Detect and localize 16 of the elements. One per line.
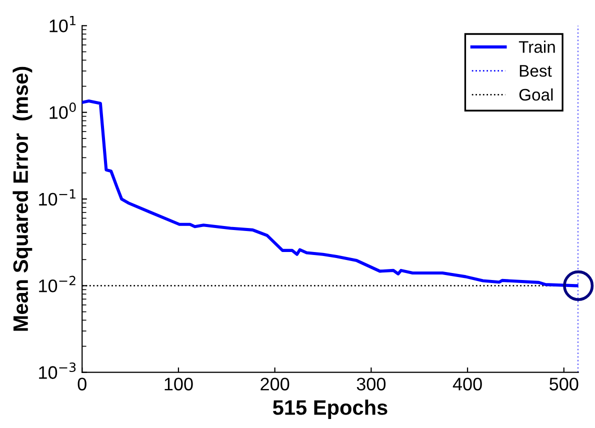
legend-label: Goal — [519, 88, 553, 101]
x-tick-label: 500 — [550, 378, 578, 390]
y-tick-label: 10$^{−1}$ — [39, 189, 76, 206]
x-tick-label: 300 — [356, 378, 386, 390]
x-tick-label: 100 — [164, 378, 193, 390]
y-tick-label: 10$^{−2}$ — [39, 276, 76, 292]
x-tick-label: 200 — [260, 378, 290, 390]
x-axis-title: 515 Epochs — [272, 400, 388, 420]
y-tick-label: 10$^{−3}$ — [39, 362, 76, 379]
x-tick-label: 400 — [452, 378, 482, 390]
y-tick-label: 10$^{0}$ — [50, 102, 76, 119]
legend-label: Train — [518, 40, 555, 53]
y-axis-title: Mean Squared Error (mse) — [12, 66, 32, 331]
x-tick-label: 0 — [78, 378, 86, 390]
y-tick-label: 10$^{1}$ — [50, 16, 76, 32]
ref-line-label: Best — [520, 65, 552, 77]
